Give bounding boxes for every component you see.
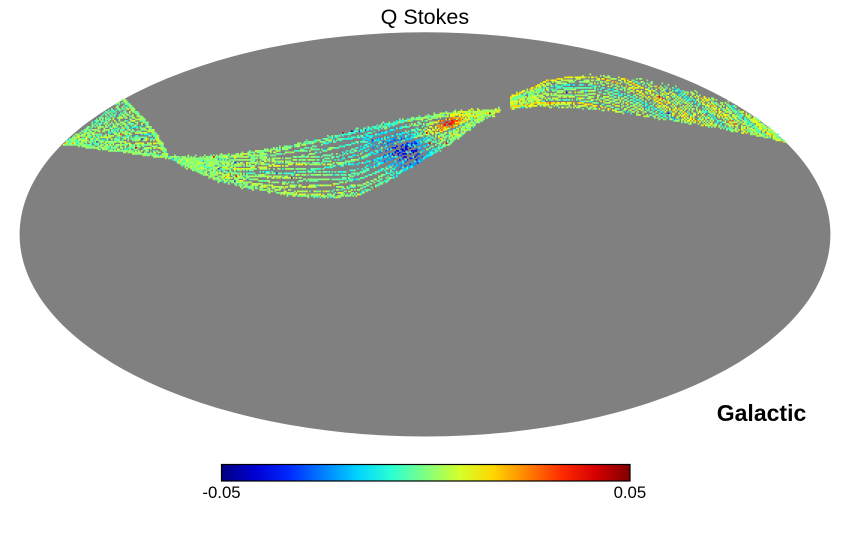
svg-text:Galactic: Galactic <box>717 400 807 426</box>
svg-text:0.05: 0.05 <box>614 483 647 502</box>
svg-text:-0.05: -0.05 <box>202 483 240 502</box>
svg-text:Q Stokes: Q Stokes <box>381 5 469 29</box>
